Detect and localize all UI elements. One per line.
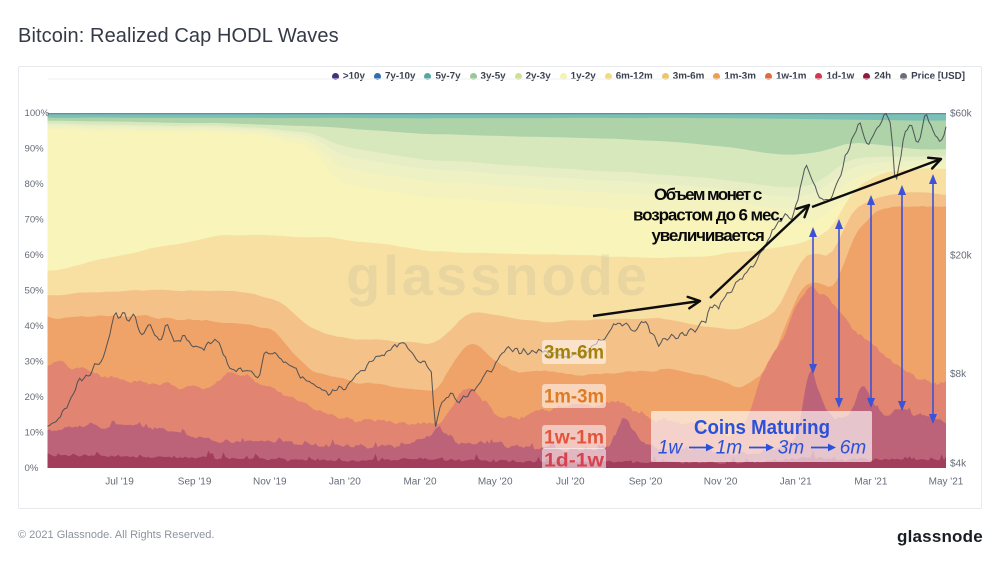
svg-text:$4k: $4k xyxy=(950,458,967,469)
svg-text:возрастом до 6 мес.: возрастом до 6 мес. xyxy=(633,206,783,225)
svg-text:May '21: May '21 xyxy=(929,477,964,488)
svg-text:Nov '20: Nov '20 xyxy=(704,477,738,488)
svg-text:20%: 20% xyxy=(25,392,45,403)
svg-text:Jan '20: Jan '20 xyxy=(329,477,361,488)
svg-text:Jan '21: Jan '21 xyxy=(780,477,812,488)
svg-text:3m-6m: 3m-6m xyxy=(544,343,604,364)
svg-text:1m-3m: 1m-3m xyxy=(544,387,604,408)
svg-text:Mar '20: Mar '20 xyxy=(403,477,436,488)
svg-text:80%: 80% xyxy=(25,179,45,190)
svg-text:$20k: $20k xyxy=(950,250,973,261)
svg-text:1w: 1w xyxy=(658,438,684,459)
svg-text:40%: 40% xyxy=(25,321,45,332)
svg-text:1m: 1m xyxy=(716,438,742,459)
svg-text:70%: 70% xyxy=(25,214,45,225)
svg-text:увеличивается: увеличивается xyxy=(652,226,765,245)
svg-text:glassnode: glassnode xyxy=(346,244,650,307)
svg-text:Nov '19: Nov '19 xyxy=(253,477,287,488)
svg-text:0%: 0% xyxy=(25,463,39,474)
svg-text:60%: 60% xyxy=(25,250,45,261)
svg-text:May '20: May '20 xyxy=(478,477,513,488)
svg-text:Объем монет с: Объем монет с xyxy=(654,185,762,204)
svg-text:Sep '19: Sep '19 xyxy=(178,477,212,488)
svg-text:3m: 3m xyxy=(778,438,804,459)
svg-text:90%: 90% xyxy=(25,143,45,154)
svg-text:$8k: $8k xyxy=(950,369,967,380)
svg-text:50%: 50% xyxy=(25,285,45,296)
svg-text:Mar '21: Mar '21 xyxy=(854,477,887,488)
svg-text:1w-1m: 1w-1m xyxy=(544,428,604,449)
svg-text:30%: 30% xyxy=(25,356,45,367)
svg-text:Sep '20: Sep '20 xyxy=(629,477,663,488)
svg-text:6m: 6m xyxy=(840,438,866,459)
svg-text:Jul '20: Jul '20 xyxy=(556,477,585,488)
svg-text:Jul '19: Jul '19 xyxy=(105,477,134,488)
svg-text:100%: 100% xyxy=(25,108,50,119)
svg-text:$60k: $60k xyxy=(950,108,973,119)
svg-text:Coins Maturing: Coins Maturing xyxy=(694,417,830,439)
svg-text:10%: 10% xyxy=(25,427,45,438)
svg-text:1d-1w: 1d-1w xyxy=(544,451,604,472)
